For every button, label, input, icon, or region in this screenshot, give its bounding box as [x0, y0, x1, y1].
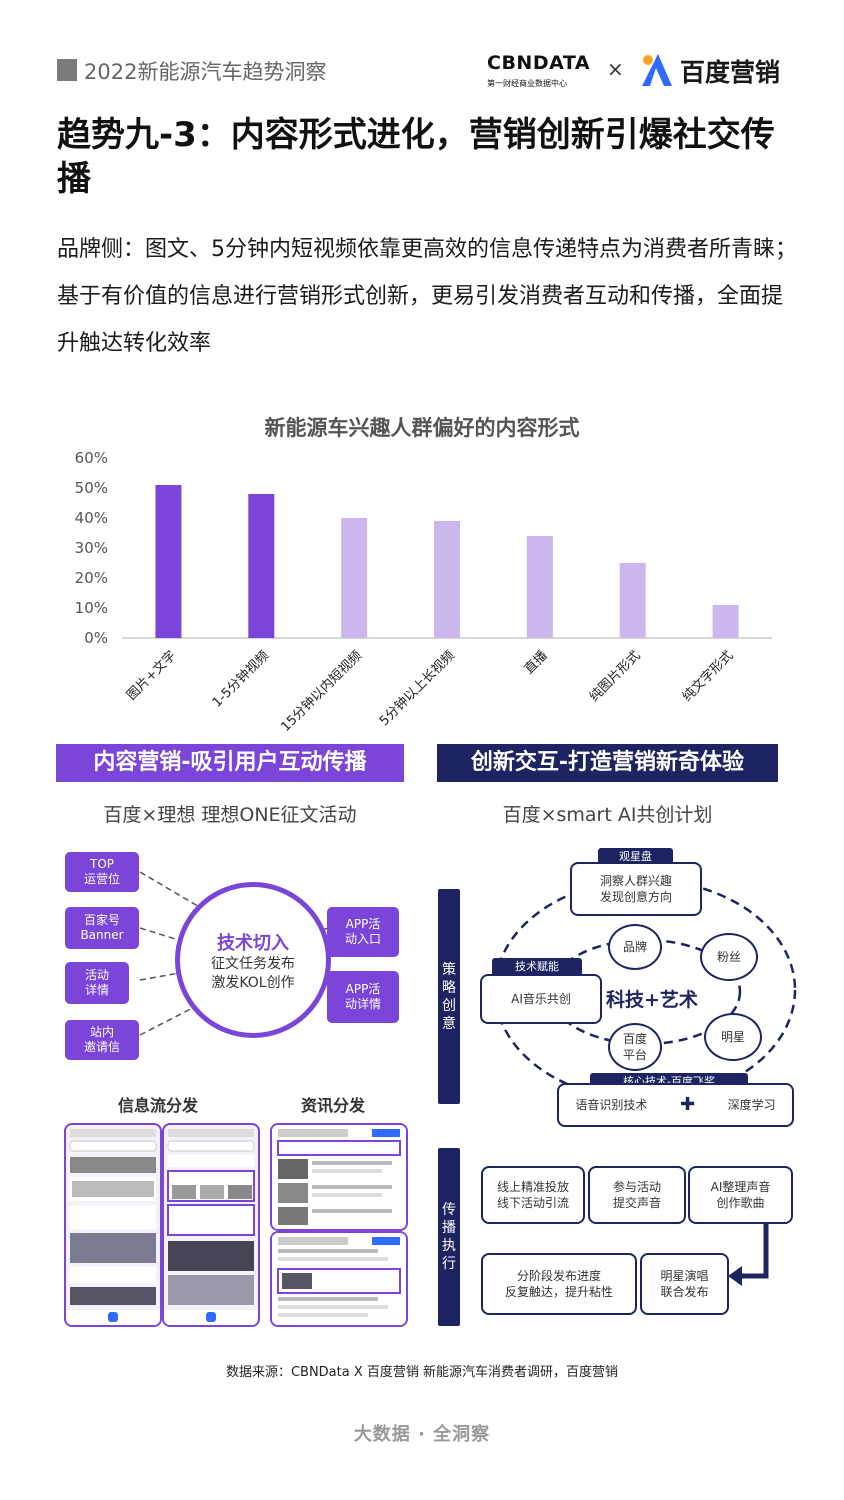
times-symbol: ×: [607, 57, 624, 81]
node-baidu-platform: 百度 平台: [608, 1023, 662, 1071]
x-tick-label: 纯文字形式: [680, 648, 737, 705]
observe-box: 洞察人群兴趣 发现创意方向: [570, 862, 702, 916]
news-screen-mockup-1: [270, 1123, 408, 1231]
feed-phone-mockup-1: [64, 1123, 162, 1327]
bar: [341, 518, 368, 638]
news-screen-1-image: [272, 1125, 406, 1229]
x-tick-label: 图片+文字: [124, 648, 179, 703]
cbndata-logo: CBNDATA: [487, 52, 591, 74]
execution-vertical-label: 传 播 执 行: [438, 1148, 460, 1326]
news-distribution-label: 资讯分发: [301, 1096, 366, 1115]
header-square-icon: [57, 59, 77, 81]
plus-icon: ✚: [679, 1094, 696, 1115]
bar: [434, 521, 460, 638]
right-subtitle: 百度×smart AI共创计划: [502, 804, 713, 826]
tech-enable-label: 技术赋能: [492, 958, 582, 976]
chart-title: 新能源车兴趣人群偏好的内容形式: [264, 416, 580, 440]
phone-screen-1-image: [66, 1129, 160, 1325]
report-title: 2022新能源汽车趋势洞察: [84, 60, 327, 84]
baidu-marketing-text: 百度营销: [680, 58, 781, 87]
bar: [712, 605, 739, 638]
tech-art-center: 科技+艺术: [606, 989, 698, 1011]
news-screen-mockup-2: [270, 1231, 408, 1327]
y-tick-label: 50%: [75, 479, 108, 497]
footer-slogan: 大数据 · 全洞察: [353, 1424, 491, 1445]
left-subtitle: 百度×理想 理想ONE征文活动: [103, 804, 357, 826]
ai-music-box: AI音乐共创: [480, 974, 602, 1024]
step-join-activity: 参与活动 提交声音: [588, 1166, 686, 1224]
pill-baijiahao-banner: 百家号 Banner: [65, 907, 139, 949]
core-tech-box: 语音识别技术 ✚ 深度学习: [557, 1083, 794, 1127]
x-tick-label: 纯图片形式: [587, 648, 644, 705]
y-tick-label: 40%: [75, 509, 108, 527]
circle-title: 技术切入: [217, 933, 289, 954]
y-tick-label: 10%: [75, 599, 108, 617]
intro-paragraph: 品牌侧：图文、5分钟内短视频依靠更高效的信息传递特点为消费者所青睐；基于有价值的…: [57, 237, 797, 356]
flow-arrow-icon: [728, 1222, 769, 1286]
x-tick-label: 5分钟以上长视频: [376, 648, 458, 730]
pill-app-detail: APP活 动详情: [327, 971, 399, 1023]
node-star: 明星: [704, 1013, 762, 1061]
y-tick-label: 60%: [75, 449, 108, 467]
x-tick-label: 15分钟以内短视频: [278, 648, 365, 735]
observe-label: 观星盘: [598, 848, 673, 866]
x-tick-label: 1-5分钟视频: [209, 648, 272, 711]
page-title: 趋势九-3：内容形式进化，营销创新引爆社交传播: [57, 115, 775, 199]
feed-phone-mockup-2: [162, 1123, 260, 1327]
tech-entry-circle: 技术切入 征文任务发布 激发KOL创作: [175, 882, 331, 1038]
content-preference-chart: 0% 10% 20% 30% 40% 50% 60% 图片+文字 1-5分钟视频 15分钟以内短视…: [75, 449, 772, 735]
bar: [155, 485, 182, 638]
deep-learning-text: 深度学习: [727, 1098, 776, 1112]
cbndata-logo-sub: 第一财经商业数据中心: [487, 79, 567, 88]
y-tick-label: 30%: [75, 539, 108, 557]
strategy-vertical-label: 策 略 创 意: [438, 889, 460, 1104]
step-star-release: 明星演唱 联合发布: [640, 1253, 729, 1315]
news-screen-2-image: [272, 1233, 406, 1325]
baidu-marketing-logo-icon: [642, 54, 672, 86]
y-tick-label: 20%: [75, 569, 108, 587]
data-source: 数据来源：CBNData X 百度营销 新能源汽车消费者调研，百度营销: [225, 1365, 619, 1380]
x-tick-label: 直播: [522, 648, 551, 677]
pill-activity-detail: 活动 详情: [65, 962, 129, 1004]
node-fans: 粉丝: [700, 933, 758, 981]
step-ai-compose: AI整理声音 创作歌曲: [688, 1166, 793, 1224]
bar: [526, 536, 553, 638]
node-brand: 品牌: [608, 924, 662, 970]
circle-line-2: 激发KOL创作: [211, 975, 295, 991]
step-online-offline: 线上精准投放 线下活动引流: [481, 1166, 585, 1224]
circle-line-1: 征文任务发布: [211, 956, 295, 972]
content-marketing-banner: 内容营销-吸引用户互动传播: [56, 744, 404, 782]
phone-screen-2-image: [164, 1129, 258, 1325]
speech-recognition-text: 语音识别技术: [575, 1098, 648, 1112]
pill-top-slot: TOP 运营位: [65, 852, 139, 892]
bar: [248, 494, 275, 638]
y-tick-label: 0%: [84, 629, 108, 647]
innovative-interaction-banner: 创新交互-打造营销新奇体验: [437, 744, 778, 782]
pill-app-entry: APP活 动入口: [327, 907, 399, 957]
pill-site-invite: 站内 邀请信: [65, 1020, 139, 1060]
bar: [619, 563, 646, 638]
feed-distribution-label: 信息流分发: [118, 1096, 199, 1115]
step-staged-release: 分阶段发布进度 反复触达，提升粘性: [481, 1253, 637, 1315]
